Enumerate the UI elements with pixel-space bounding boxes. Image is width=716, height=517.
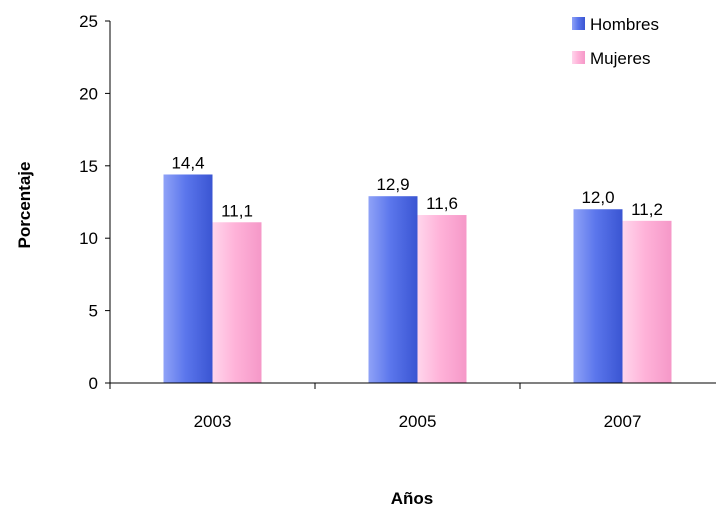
legend-label-mujeres: Mujeres bbox=[590, 49, 650, 68]
y-axis-label: Porcentaje bbox=[15, 162, 34, 249]
bar-hombres-2007 bbox=[573, 209, 623, 383]
data-label: 11,2 bbox=[631, 200, 663, 219]
legend-swatch-mujeres bbox=[572, 51, 585, 64]
data-labels: 14,4 11,1 12,9 11,6 12,0 11,2 bbox=[171, 153, 662, 220]
bar-mujeres-2005 bbox=[417, 215, 467, 383]
y-tick-label: 5 bbox=[89, 302, 98, 321]
y-tick-label: 25 bbox=[79, 12, 98, 31]
y-ticks: 0 5 10 15 20 25 bbox=[79, 12, 110, 393]
x-ticks: 2003 2005 2007 bbox=[109, 383, 642, 431]
bar-mujeres-2007 bbox=[622, 220, 672, 383]
x-tick-label: 2007 bbox=[604, 412, 642, 431]
legend-swatch-hombres bbox=[572, 17, 585, 30]
x-axis-label: Años bbox=[391, 489, 434, 508]
data-label: 11,1 bbox=[221, 201, 253, 220]
data-label: 14,4 bbox=[171, 153, 204, 172]
legend-label-hombres: Hombres bbox=[590, 15, 659, 34]
bars-layer bbox=[163, 174, 672, 383]
y-tick-label: 10 bbox=[79, 229, 98, 248]
legend: Hombres Mujeres bbox=[572, 15, 659, 68]
x-tick-label: 2005 bbox=[399, 412, 437, 431]
data-label: 12,0 bbox=[581, 188, 614, 207]
y-tick-label: 15 bbox=[79, 157, 98, 176]
data-label: 12,9 bbox=[376, 175, 409, 194]
bar-hombres-2003 bbox=[163, 174, 213, 383]
bar-mujeres-2003 bbox=[212, 222, 262, 383]
bar-hombres-2005 bbox=[368, 196, 418, 383]
data-label: 11,6 bbox=[426, 194, 458, 213]
x-tick-label: 2003 bbox=[194, 412, 232, 431]
y-tick-label: 20 bbox=[79, 84, 98, 103]
y-tick-label: 0 bbox=[89, 374, 98, 393]
